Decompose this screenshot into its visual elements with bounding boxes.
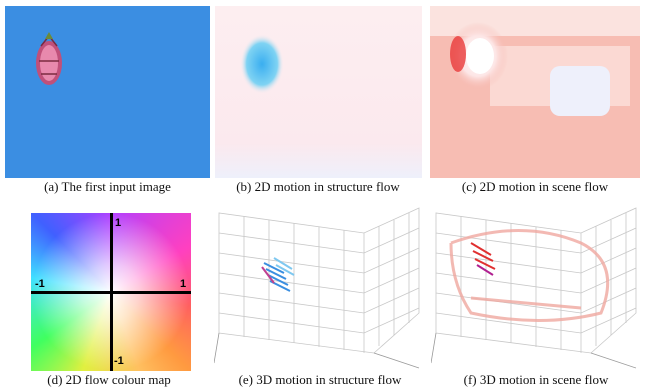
axis-label: 1 <box>115 217 121 229</box>
axis-label: -1 <box>35 278 45 290</box>
colour-map <box>31 213 191 371</box>
axis-label: 1 <box>180 278 186 290</box>
caption: (b) 2D motion in structure flow <box>212 179 424 195</box>
scene-flow-3d <box>431 203 643 373</box>
structure-flow-2d <box>215 6 422 178</box>
caption: (c) 2D motion in scene flow <box>428 179 642 195</box>
input-image <box>5 6 210 178</box>
caption: (e) 3D motion in structure flow <box>212 372 428 388</box>
structure-flow-3d <box>214 203 426 373</box>
figure: (a) The first input image (b) 2D motion … <box>0 0 646 390</box>
axis-label: -1 <box>114 355 124 367</box>
caption: (f) 3D motion in scene flow <box>428 372 644 388</box>
scene-flow-2d <box>430 6 640 178</box>
caption: (d) 2D flow colour map <box>4 372 214 388</box>
caption: (a) The first input image <box>5 179 210 195</box>
